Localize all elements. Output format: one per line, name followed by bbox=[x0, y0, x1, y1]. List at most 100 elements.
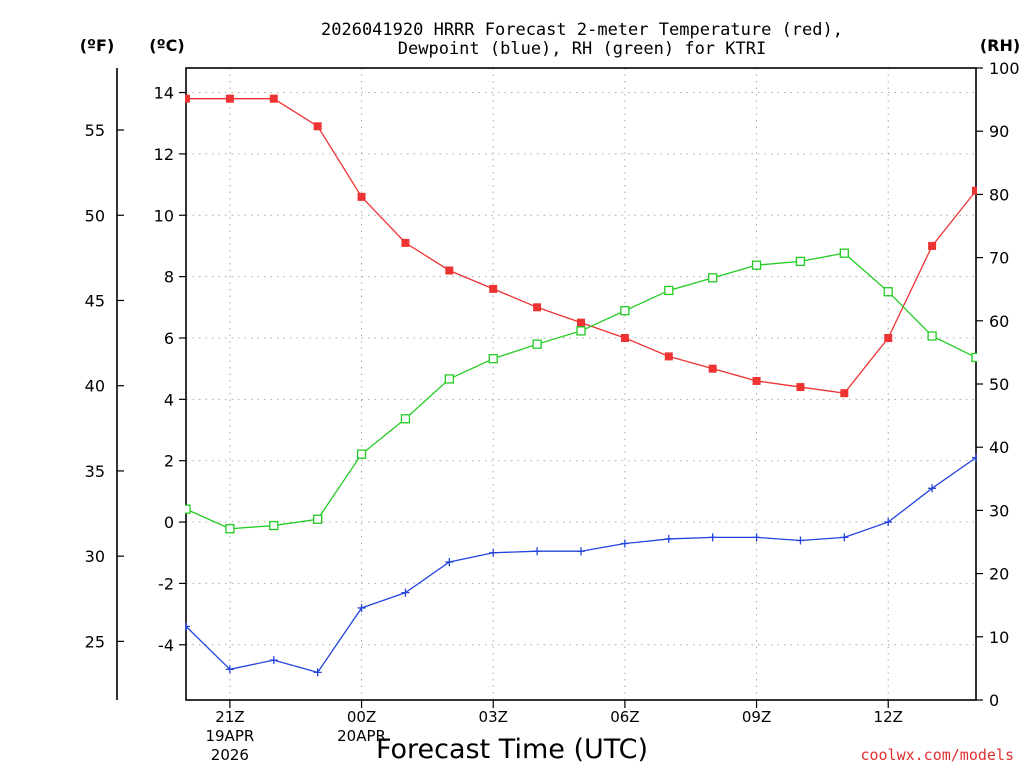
rh-tick-label: 10 bbox=[989, 628, 1009, 647]
2-meter-temperature-point bbox=[708, 364, 717, 373]
2-meter-temperature-point bbox=[401, 238, 410, 247]
celsius-tick-label: 4 bbox=[164, 390, 174, 409]
celsius-tick-label: 0 bbox=[164, 513, 174, 532]
x-tick-date-label: 20APR bbox=[337, 727, 386, 745]
dewpoint-point bbox=[840, 533, 849, 542]
rh-point bbox=[620, 306, 630, 316]
rh-point bbox=[927, 331, 937, 341]
celsius-tick-label: 10 bbox=[154, 206, 174, 225]
series-layer bbox=[185, 94, 977, 677]
fahrenheit-tick-label: 25 bbox=[85, 632, 105, 651]
rh-point bbox=[269, 520, 279, 531]
plot-frame bbox=[185, 67, 977, 701]
dewpoint-point bbox=[269, 656, 278, 665]
axes: -4 -2 0 2 4 6 8 10 12 14 25 30 35 40 45 50 55 0 10 20 30 40 50… bbox=[85, 59, 1020, 764]
2-meter-temperature-point bbox=[225, 94, 234, 103]
2-meter-temperature-point bbox=[840, 389, 849, 398]
rh-unit-label: (RH) bbox=[980, 36, 1020, 55]
2-meter-temperature-point bbox=[972, 186, 977, 195]
rh-point bbox=[576, 326, 586, 336]
2-meter-temperature-point bbox=[664, 352, 673, 361]
rh-tick-label: 90 bbox=[989, 122, 1009, 141]
celsius-tick-label: 14 bbox=[154, 84, 174, 103]
x-tick-label: 12Z bbox=[874, 708, 903, 726]
rh-tick-label: 80 bbox=[989, 185, 1009, 204]
celsius-tick-label: 8 bbox=[164, 268, 174, 287]
dewpoint-point bbox=[185, 622, 190, 631]
x-tick-label: 21Z bbox=[215, 708, 244, 726]
x-tick-label: 06Z bbox=[610, 708, 639, 726]
rh-point bbox=[751, 260, 762, 270]
dewpoint-point bbox=[664, 534, 673, 543]
2-meter-temperature-point bbox=[928, 241, 937, 250]
chart-title-line-1: 2026041920 HRRR Forecast 2-meter Tempera… bbox=[321, 20, 843, 40]
rh-tick-label: 20 bbox=[989, 565, 1009, 584]
2-meter-temperature-point bbox=[620, 333, 629, 342]
rh-point bbox=[795, 256, 806, 267]
x-tick-label: 03Z bbox=[479, 708, 508, 726]
rh-line bbox=[185, 252, 977, 530]
dewpoint-point bbox=[401, 588, 410, 597]
dewpoint-point bbox=[884, 518, 893, 527]
rh-point bbox=[225, 524, 235, 534]
2-meter-temperature-point bbox=[445, 266, 454, 275]
dewpoint-point bbox=[796, 536, 805, 545]
dewpoint-point bbox=[357, 603, 366, 612]
chart-title-line-2: Dewpoint (blue), RH (green) for KTRI bbox=[398, 39, 766, 59]
2-meter-temperature-point bbox=[884, 333, 893, 342]
2-meter-temperature-point bbox=[269, 94, 278, 103]
x-axis-label: Forecast Time (UTC) bbox=[376, 734, 648, 765]
rh-tick-label: 70 bbox=[989, 249, 1009, 268]
fahrenheit-tick-label: 50 bbox=[85, 206, 105, 225]
gridlines bbox=[186, 68, 976, 700]
2-meter-temperature-point bbox=[533, 303, 542, 312]
rh-point bbox=[185, 504, 191, 514]
rh-point bbox=[313, 514, 323, 524]
fahrenheit-tick-label: 55 bbox=[85, 121, 105, 140]
x-tick-year-label: 2026 bbox=[211, 746, 249, 764]
dewpoint-point bbox=[577, 547, 585, 556]
fahrenheit-tick-label: 30 bbox=[85, 547, 105, 566]
rh-point bbox=[356, 449, 367, 459]
rh-point bbox=[444, 374, 454, 384]
dewpoint-point bbox=[225, 665, 234, 674]
2-meter-temperature-point bbox=[185, 94, 190, 103]
dewpoint-point bbox=[752, 533, 761, 542]
celsius-tick-label: -4 bbox=[158, 636, 174, 655]
2-meter-temperature-point bbox=[577, 318, 585, 327]
celsius-tick-label: 6 bbox=[164, 329, 174, 348]
rh-point bbox=[839, 248, 849, 258]
dewpoint-point bbox=[928, 484, 937, 493]
fahrenheit-tick-label: 45 bbox=[85, 291, 105, 310]
celsius-tick-label: 12 bbox=[154, 145, 174, 164]
celsius-unit-label: (ºC) bbox=[149, 36, 184, 55]
x-tick-label: 09Z bbox=[742, 708, 771, 726]
celsius-tick-label: 2 bbox=[164, 452, 174, 471]
fahrenheit-tick-label: 35 bbox=[85, 462, 105, 481]
rh-point bbox=[883, 287, 893, 297]
x-tick-label: 00Z bbox=[347, 708, 376, 726]
2-meter-temperature-point bbox=[489, 284, 498, 293]
dewpoint-point bbox=[489, 548, 498, 557]
rh-point bbox=[532, 339, 542, 349]
dewpoint-point bbox=[445, 557, 454, 566]
dewpoint-point bbox=[972, 453, 977, 462]
rh-tick-label: 30 bbox=[989, 501, 1009, 520]
credit-text: coolwx.com/models bbox=[860, 746, 1014, 764]
rh-point bbox=[971, 352, 977, 363]
rh-point bbox=[708, 273, 718, 283]
dewpoint-point bbox=[533, 547, 542, 556]
celsius-tick-label: -2 bbox=[158, 574, 174, 593]
dewpoint-line bbox=[185, 457, 977, 674]
dewpoint-point bbox=[313, 668, 322, 677]
rh-point bbox=[400, 414, 411, 424]
2-meter-temperature-point bbox=[357, 192, 366, 201]
x-tick-date-label: 19APR bbox=[205, 727, 254, 745]
2-meter-temperature-point bbox=[313, 122, 322, 131]
2-meter-temperature-point bbox=[796, 383, 805, 392]
rh-point bbox=[664, 285, 674, 296]
fahrenheit-unit-label: (ºF) bbox=[80, 36, 115, 55]
rh-tick-label: 0 bbox=[989, 691, 999, 710]
dewpoint-point bbox=[620, 539, 629, 548]
